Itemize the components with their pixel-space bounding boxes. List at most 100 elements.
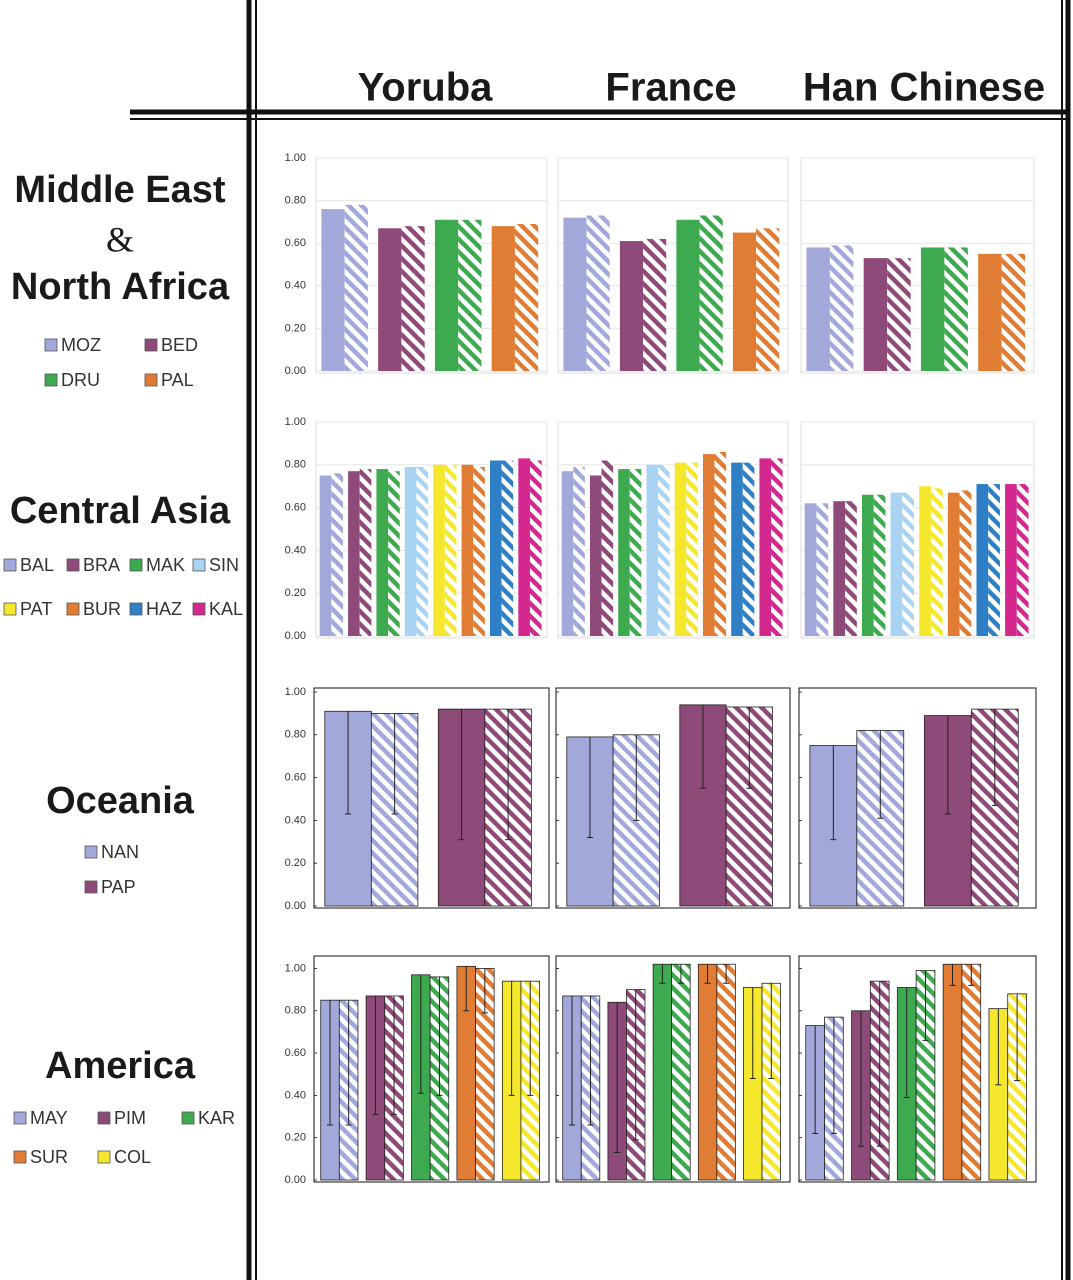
error-bar bbox=[995, 1008, 1002, 1086]
error-bar bbox=[527, 981, 534, 1096]
y-tick-label: 0.60 bbox=[285, 1047, 306, 1059]
bar bbox=[930, 488, 943, 636]
y-tick-label: 0.80 bbox=[285, 729, 306, 741]
error-bar bbox=[768, 983, 775, 1079]
error-bar bbox=[723, 964, 730, 984]
bar bbox=[331, 473, 343, 636]
bar bbox=[561, 471, 574, 636]
error-bar bbox=[830, 745, 837, 841]
column-header: Han Chinese bbox=[803, 66, 1045, 110]
legend-swatch bbox=[3, 602, 17, 616]
row-title: Oceania bbox=[46, 780, 195, 822]
bar bbox=[563, 217, 587, 371]
bar bbox=[378, 228, 402, 371]
bar bbox=[756, 228, 780, 371]
bar bbox=[491, 226, 515, 371]
bar bbox=[643, 238, 667, 371]
legend-label: SIN bbox=[209, 555, 239, 575]
plot-frame bbox=[313, 687, 550, 909]
bar bbox=[501, 460, 514, 636]
bar bbox=[489, 460, 502, 636]
error-bar bbox=[436, 976, 443, 1096]
error-bar bbox=[458, 709, 465, 841]
error-bar bbox=[699, 704, 706, 789]
bar bbox=[652, 963, 673, 1181]
bar bbox=[771, 458, 783, 636]
legend-swatch bbox=[192, 602, 206, 616]
legend-label: PIM bbox=[114, 1108, 146, 1128]
error-bar bbox=[391, 713, 398, 815]
y-tick-label: 0.80 bbox=[285, 459, 306, 471]
bar bbox=[731, 462, 743, 636]
bar bbox=[416, 466, 429, 636]
error-bar bbox=[505, 709, 512, 841]
y-tick-label: 0.80 bbox=[285, 1005, 306, 1017]
bar bbox=[686, 462, 698, 636]
error-bar bbox=[1014, 993, 1021, 1082]
y-tick-label: 0.00 bbox=[285, 630, 306, 642]
bar bbox=[319, 475, 332, 636]
bar bbox=[433, 464, 445, 636]
bar bbox=[658, 464, 670, 636]
legend-swatch bbox=[129, 602, 143, 616]
error-bar bbox=[463, 966, 470, 1012]
bar bbox=[348, 471, 360, 636]
error-bar bbox=[812, 1025, 819, 1134]
error-bar bbox=[632, 989, 639, 1141]
error-bar bbox=[749, 987, 756, 1079]
legend-swatch bbox=[97, 1111, 111, 1125]
y-tick-label: 0.40 bbox=[285, 280, 306, 292]
legend-label: KAL bbox=[209, 599, 243, 619]
legend-label: COL bbox=[114, 1147, 151, 1167]
bar bbox=[829, 245, 854, 371]
plot-frame bbox=[313, 955, 550, 1183]
error-bar bbox=[922, 970, 929, 1041]
legend-swatch bbox=[13, 1150, 27, 1164]
plot-frame bbox=[798, 687, 1037, 909]
legend-label: SUR bbox=[30, 1147, 68, 1167]
bar bbox=[742, 462, 755, 636]
bar bbox=[1005, 484, 1017, 636]
legend-label: DRU bbox=[61, 370, 100, 390]
error-bar bbox=[417, 974, 424, 1094]
bar bbox=[619, 241, 644, 371]
bar bbox=[458, 219, 482, 371]
bar bbox=[629, 469, 642, 636]
y-tick-label: 1.00 bbox=[285, 962, 306, 974]
bar bbox=[444, 464, 457, 636]
bar bbox=[618, 469, 630, 636]
bar bbox=[676, 219, 700, 371]
bar bbox=[518, 458, 530, 636]
legend-swatch bbox=[192, 558, 206, 572]
legend-swatch bbox=[84, 880, 98, 894]
y-tick-label: 1.00 bbox=[285, 686, 306, 698]
legend-swatch bbox=[3, 558, 17, 572]
error-bar bbox=[949, 964, 956, 986]
y-tick-label: 0.60 bbox=[285, 237, 306, 249]
bar bbox=[697, 963, 718, 1181]
error-bar bbox=[677, 964, 684, 984]
error-bar bbox=[968, 964, 975, 986]
y-tick-label: 0.60 bbox=[285, 772, 306, 784]
error-bar bbox=[345, 1000, 352, 1126]
bar bbox=[404, 466, 417, 636]
column-header: Yoruba bbox=[358, 66, 494, 110]
y-tick-label: 0.40 bbox=[285, 1089, 306, 1101]
bar bbox=[401, 226, 425, 371]
error-bar bbox=[508, 981, 515, 1096]
bar bbox=[978, 253, 1002, 371]
column-header: France bbox=[605, 66, 736, 110]
y-tick-label: 0.40 bbox=[285, 814, 306, 826]
bar bbox=[1016, 484, 1029, 636]
bar bbox=[529, 460, 542, 636]
bar bbox=[586, 215, 610, 371]
legend-label: BRA bbox=[83, 555, 120, 575]
bar bbox=[863, 258, 888, 371]
y-tick-label: 0.20 bbox=[285, 322, 306, 334]
legend-label: MAK bbox=[146, 555, 185, 575]
bar bbox=[589, 475, 602, 636]
error-bar bbox=[391, 995, 398, 1115]
y-tick-label: 1.00 bbox=[285, 416, 306, 428]
bar bbox=[919, 486, 931, 636]
bar bbox=[947, 492, 960, 636]
